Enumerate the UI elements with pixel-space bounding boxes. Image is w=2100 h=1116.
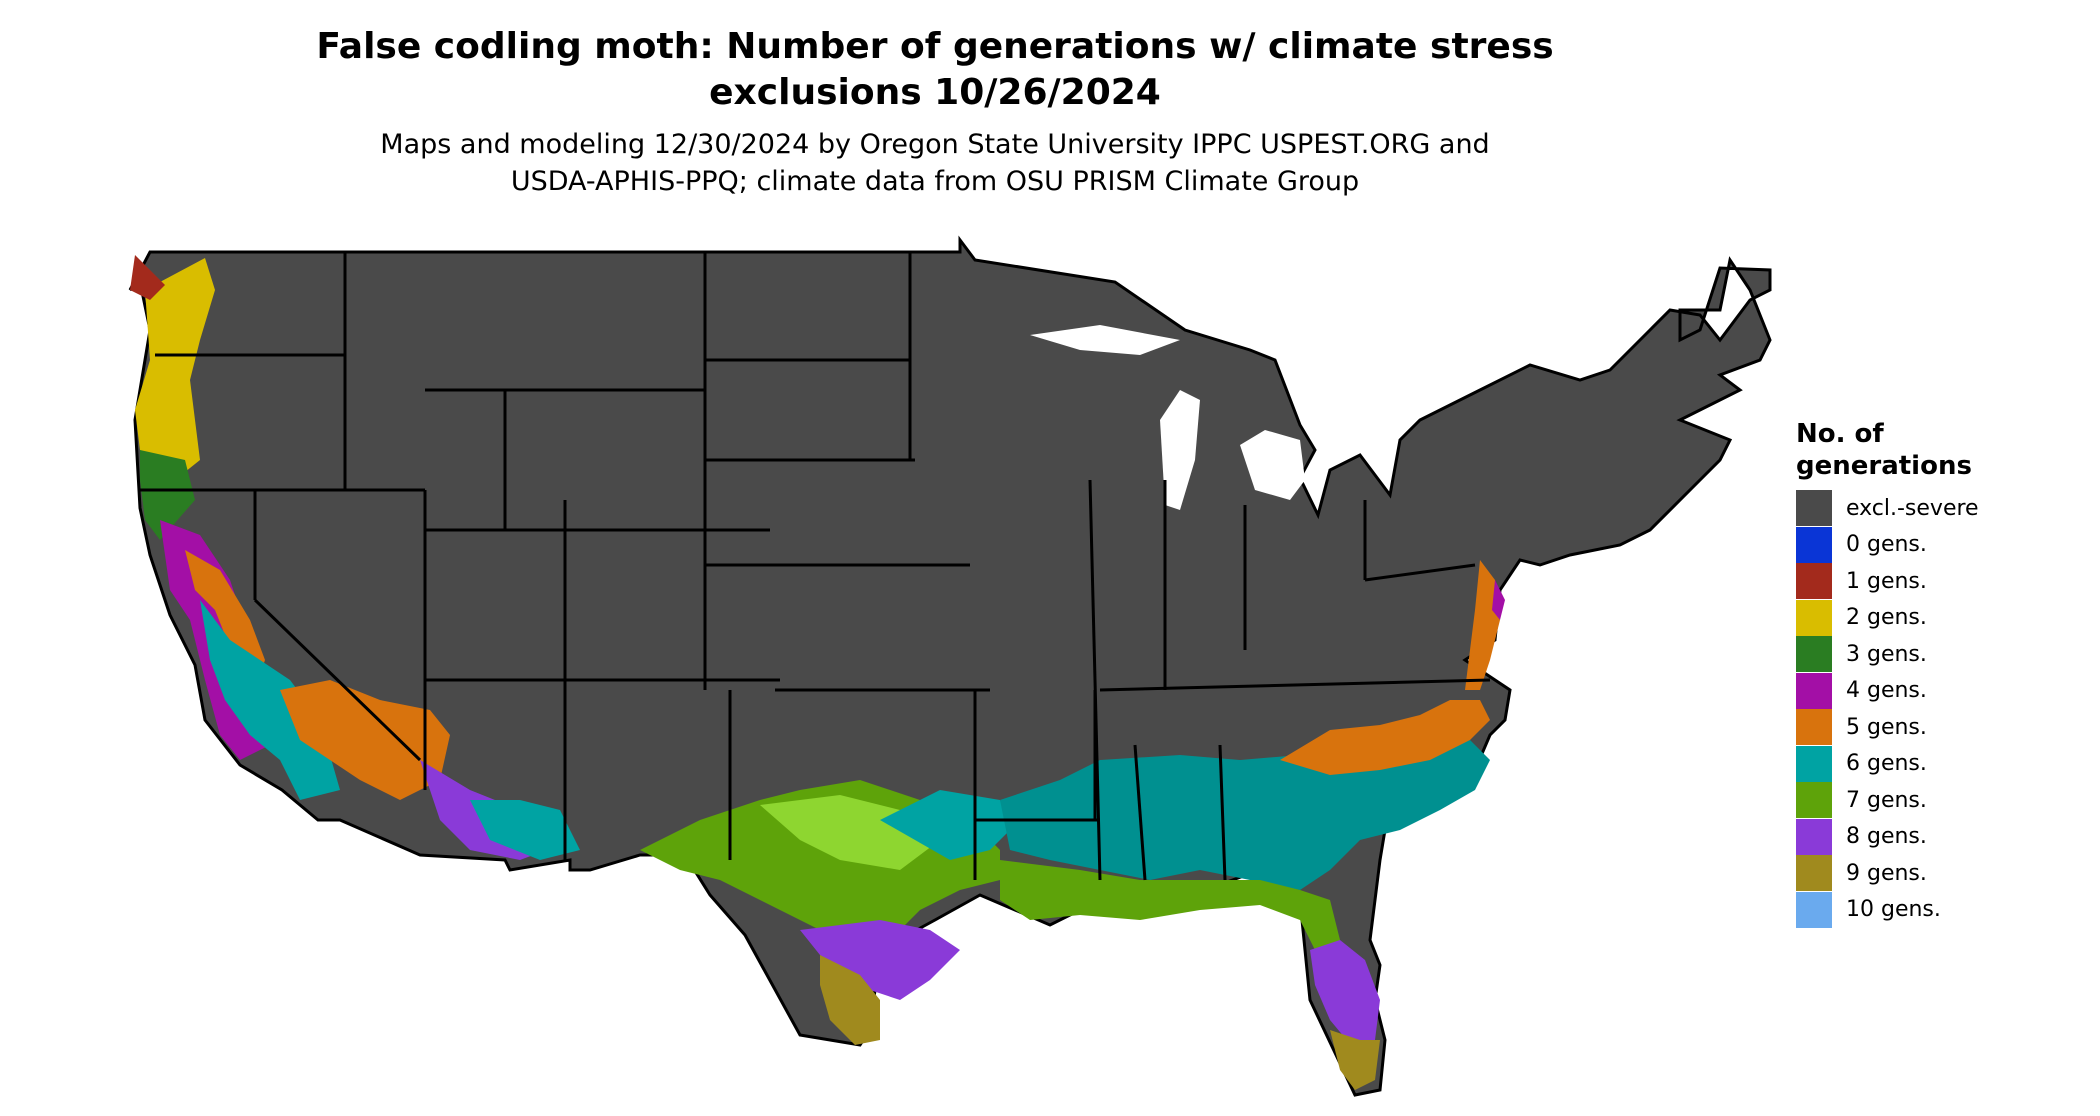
legend-item: 10 gens. <box>1796 891 1979 929</box>
legend-swatch <box>1796 563 1832 600</box>
zone-6gens-se <box>1000 740 1490 890</box>
legend-label: 9 gens. <box>1846 860 1927 886</box>
legend-swatch <box>1796 855 1832 892</box>
legend-swatch <box>1796 526 1832 563</box>
legend-label: 7 gens. <box>1846 787 1927 813</box>
legend-swatch <box>1796 818 1832 855</box>
us-outline <box>128 235 1772 1097</box>
legend-item: 3 gens. <box>1796 636 1979 673</box>
legend-item: 6 gens. <box>1796 745 1979 783</box>
state-borders <box>140 252 1491 881</box>
legend-item: 2 gens. <box>1796 599 1979 637</box>
map-subtitle-line2: USDA-APHIS-PPQ; climate data from OSU PR… <box>510 166 1360 197</box>
zone-2gens <box>135 258 215 480</box>
lake-michigan <box>1160 390 1200 510</box>
zone-6gens-tx <box>880 790 1010 860</box>
legend-swatch <box>1796 599 1832 636</box>
legend-item: 0 gens. <box>1796 526 1979 564</box>
legend-label: 8 gens. <box>1846 824 1927 850</box>
legend: No. of generations excl.-severe 0 gens. 1 … <box>1796 418 1979 928</box>
legend-label: 4 gens. <box>1846 678 1927 704</box>
map-subtitle-line1: Maps and modeling 12/30/2024 by Oregon S… <box>380 129 1490 160</box>
legend-label: 0 gens. <box>1846 532 1927 558</box>
legend-swatch <box>1796 490 1832 527</box>
zone-3gens <box>140 450 195 540</box>
legend-label: 3 gens. <box>1846 641 1927 667</box>
zone-5gens-carolina <box>1280 700 1490 775</box>
legend-title-line1: No. of <box>1796 419 1884 449</box>
zone-4gens-nj <box>1492 580 1505 620</box>
map-title-line2: exclusions 10/26/2024 <box>709 72 1161 113</box>
legend-swatch <box>1796 636 1832 673</box>
legend-swatch <box>1796 709 1832 746</box>
legend-swatch <box>1796 672 1832 709</box>
legend-label: 2 gens. <box>1846 605 1927 631</box>
zone-8gens-tx <box>800 920 960 1000</box>
zone-1gen <box>130 255 165 300</box>
zone-7gens-gulf <box>1000 860 1340 960</box>
legend-item: 4 gens. <box>1796 672 1979 710</box>
zone-9gens-fl <box>1330 1030 1380 1090</box>
zone-9gens-tx <box>820 955 880 1045</box>
lake-huron <box>1240 430 1305 500</box>
legend-label: excl.-severe <box>1846 495 1979 521</box>
legend-label: 10 gens. <box>1846 897 1941 923</box>
legend-swatch <box>1796 891 1832 928</box>
zone-5gens-desert <box>280 680 450 800</box>
map-title: False codling moth: Number of generation… <box>0 24 1870 116</box>
legend-item: 9 gens. <box>1796 855 1979 892</box>
legend-label: 6 gens. <box>1846 751 1927 777</box>
zone-8gens-fl <box>1310 940 1380 1050</box>
legend-title: No. of generations <box>1796 418 1979 482</box>
legend-swatch <box>1796 782 1832 819</box>
legend-title-line2: generations <box>1796 451 1972 481</box>
zone-5gens-midatlantic <box>1465 560 1500 690</box>
zone-6gens-az <box>470 800 580 860</box>
legend-item: excl.-severe <box>1796 490 1979 527</box>
legend-item: 8 gens. <box>1796 818 1979 856</box>
legend-item: 7 gens. <box>1796 782 1979 819</box>
legend-swatch <box>1796 745 1832 782</box>
legend-label: 1 gens. <box>1846 568 1927 594</box>
legend-item: 5 gens. <box>1796 709 1979 746</box>
zone-6gens-ca <box>200 600 340 800</box>
legend-items: excl.-severe 0 gens. 1 gens. 2 gens. 3 gens.… <box>1796 490 1979 928</box>
legend-label: 5 gens. <box>1846 714 1927 740</box>
map-subtitle: Maps and modeling 12/30/2024 by Oregon S… <box>0 126 1870 200</box>
map-title-line1: False codling moth: Number of generation… <box>316 26 1554 67</box>
legend-item: 1 gens. <box>1796 563 1979 600</box>
lake-superior <box>1030 325 1180 355</box>
